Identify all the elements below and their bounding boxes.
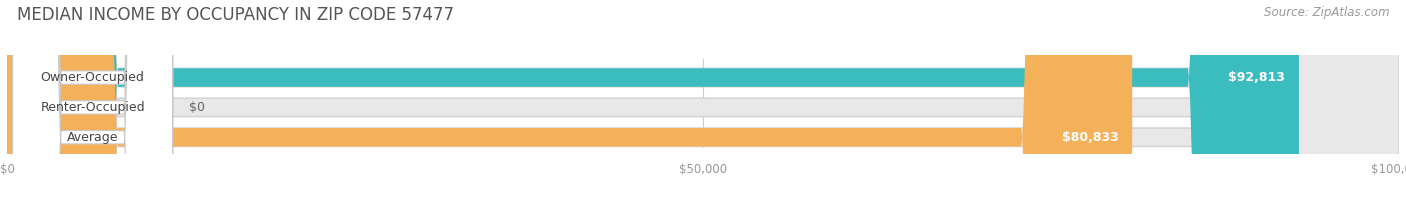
FancyBboxPatch shape (7, 0, 1399, 197)
FancyBboxPatch shape (7, 0, 1399, 197)
FancyBboxPatch shape (7, 0, 1399, 197)
FancyBboxPatch shape (13, 0, 173, 197)
Text: Owner-Occupied: Owner-Occupied (41, 71, 145, 84)
FancyBboxPatch shape (13, 0, 173, 197)
Text: $0: $0 (190, 101, 205, 114)
FancyBboxPatch shape (7, 0, 1299, 197)
FancyBboxPatch shape (7, 0, 1132, 197)
FancyBboxPatch shape (13, 0, 173, 197)
Text: Average: Average (67, 131, 118, 144)
Text: Renter-Occupied: Renter-Occupied (41, 101, 145, 114)
Text: Source: ZipAtlas.com: Source: ZipAtlas.com (1264, 6, 1389, 19)
Text: $92,813: $92,813 (1227, 71, 1285, 84)
Text: MEDIAN INCOME BY OCCUPANCY IN ZIP CODE 57477: MEDIAN INCOME BY OCCUPANCY IN ZIP CODE 5… (17, 6, 454, 24)
Text: $80,833: $80,833 (1062, 131, 1118, 144)
